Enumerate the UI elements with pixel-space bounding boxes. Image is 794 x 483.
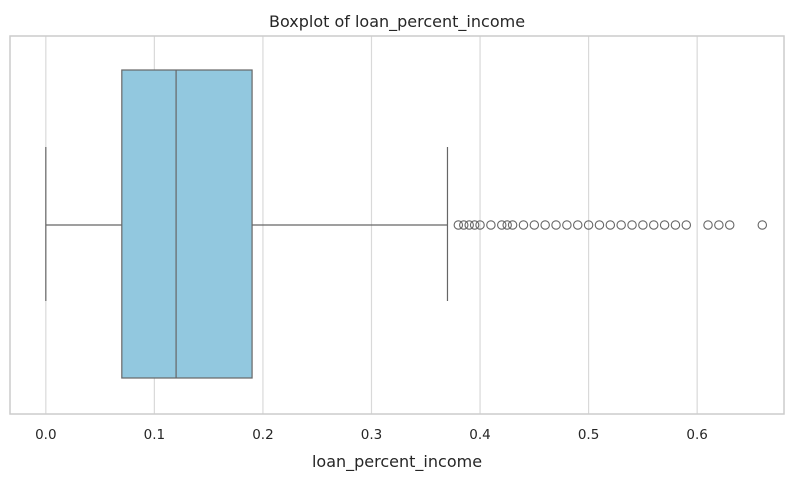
outlier-point <box>486 220 496 230</box>
outlier-point <box>703 220 713 230</box>
outlier-point <box>497 220 507 230</box>
outlier-point <box>459 220 469 230</box>
outlier-point <box>627 220 637 230</box>
outlier-point <box>572 220 583 230</box>
outlier-point <box>562 220 572 230</box>
chart-title: Boxplot of loan_percent_income <box>269 12 525 32</box>
outlier-point <box>638 220 648 230</box>
outlier-point <box>502 220 512 230</box>
outliers-group <box>453 220 768 230</box>
outlier-point <box>475 220 485 230</box>
outlier-point <box>453 220 464 230</box>
outlier-point <box>757 220 768 230</box>
outlier-point <box>469 220 480 230</box>
outlier-point <box>518 220 529 230</box>
x-axis-label: loan_percent_income <box>312 452 482 472</box>
iqr-box <box>121 69 253 379</box>
outlier-point <box>540 220 550 230</box>
x-tick-label: 0.0 <box>35 427 56 443</box>
outlier-point <box>529 220 540 230</box>
plot-frame <box>9 35 785 415</box>
x-tick-labels: 0.0 0.1 0.2 0.3 0.4 0.5 0.6 <box>35 427 708 443</box>
x-tick-label: 0.5 <box>578 427 599 443</box>
x-tick-label: 0.3 <box>361 427 382 443</box>
outlier-point <box>724 220 735 230</box>
outlier-point <box>616 220 626 230</box>
outlier-point <box>551 220 561 230</box>
x-tick-label: 0.2 <box>252 427 273 443</box>
x-tick-label: 0.1 <box>144 427 165 443</box>
outlier-point <box>681 220 692 230</box>
outlier-point <box>648 220 659 230</box>
outlier-point <box>507 220 518 230</box>
x-tick-label: 0.4 <box>469 427 490 443</box>
outlier-point <box>594 220 605 230</box>
outlier-point <box>464 220 474 230</box>
box-group <box>45 69 449 379</box>
outlier-point <box>583 220 594 230</box>
outlier-point <box>670 220 681 230</box>
outlier-point <box>605 220 616 230</box>
outlier-point <box>659 220 670 230</box>
outlier-point <box>714 220 724 230</box>
x-tick-label: 0.6 <box>686 427 707 443</box>
